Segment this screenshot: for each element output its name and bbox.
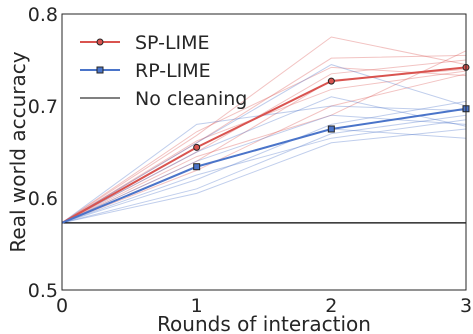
y-tick-label-2: 0.7 [28, 96, 58, 118]
legend-label-sp-lime: SP-LIME [135, 32, 210, 54]
sp-lime-run-line-2 [61, 59, 467, 224]
rp-lime-run-line-3 [61, 100, 467, 224]
sp-lime-run-line-0 [61, 36, 467, 224]
rp-lime-run-line-6 [61, 119, 467, 224]
rp-lime-marker-2 [327, 125, 335, 133]
rp-lime-marker-1 [193, 163, 201, 171]
legend-label-no-cleaning: No cleaning [135, 88, 247, 110]
rp-lime-run-line-7 [61, 96, 467, 224]
x-tick-label-0: 0 [56, 295, 68, 317]
sp-lime-run-line-6 [61, 50, 467, 224]
x-axis-ticks: 0 1 2 3 [56, 295, 472, 317]
sp-lime-run-line-7 [61, 66, 467, 224]
sp-lime-run-line-1 [61, 54, 467, 224]
y-tick-label-0: 0.5 [28, 280, 58, 302]
sp-lime-run-line-3 [61, 68, 467, 224]
rp-lime-run-line-2 [61, 114, 467, 224]
individual-runs [61, 36, 467, 224]
sp-lime-mean-line [61, 66, 467, 224]
y-tick-label-1: 0.6 [28, 188, 58, 210]
x-tick-label-3: 3 [460, 295, 472, 317]
rp-lime-run-line-8 [61, 128, 467, 224]
x-tick-label-1: 1 [191, 295, 203, 317]
sp-lime-marker-1 [193, 143, 201, 151]
y-axis-ticks: 0.5 0.6 0.7 0.8 [28, 4, 58, 302]
x-axis-label: Rounds of interaction [157, 312, 371, 334]
plot-frame [61, 13, 467, 291]
legend: SP-LIME RP-LIME No cleaning [80, 32, 247, 110]
x-tick-label-2: 2 [325, 295, 337, 317]
rp-lime-run-line-5 [61, 128, 467, 224]
y-tick-label-3: 0.8 [28, 4, 58, 26]
legend-marker-sp-lime [96, 38, 104, 46]
legend-label-rp-lime: RP-LIME [135, 60, 211, 82]
sp-lime-run-line-5 [61, 73, 467, 224]
y-axis-label: Real world accuracy [6, 51, 30, 252]
rp-lime-run-line-4 [61, 114, 467, 224]
sp-lime-marker-2 [327, 77, 335, 85]
rp-lime-run-line-1 [61, 64, 467, 224]
legend-marker-rp-lime [96, 66, 104, 74]
rp-lime-mean-line [61, 107, 467, 224]
